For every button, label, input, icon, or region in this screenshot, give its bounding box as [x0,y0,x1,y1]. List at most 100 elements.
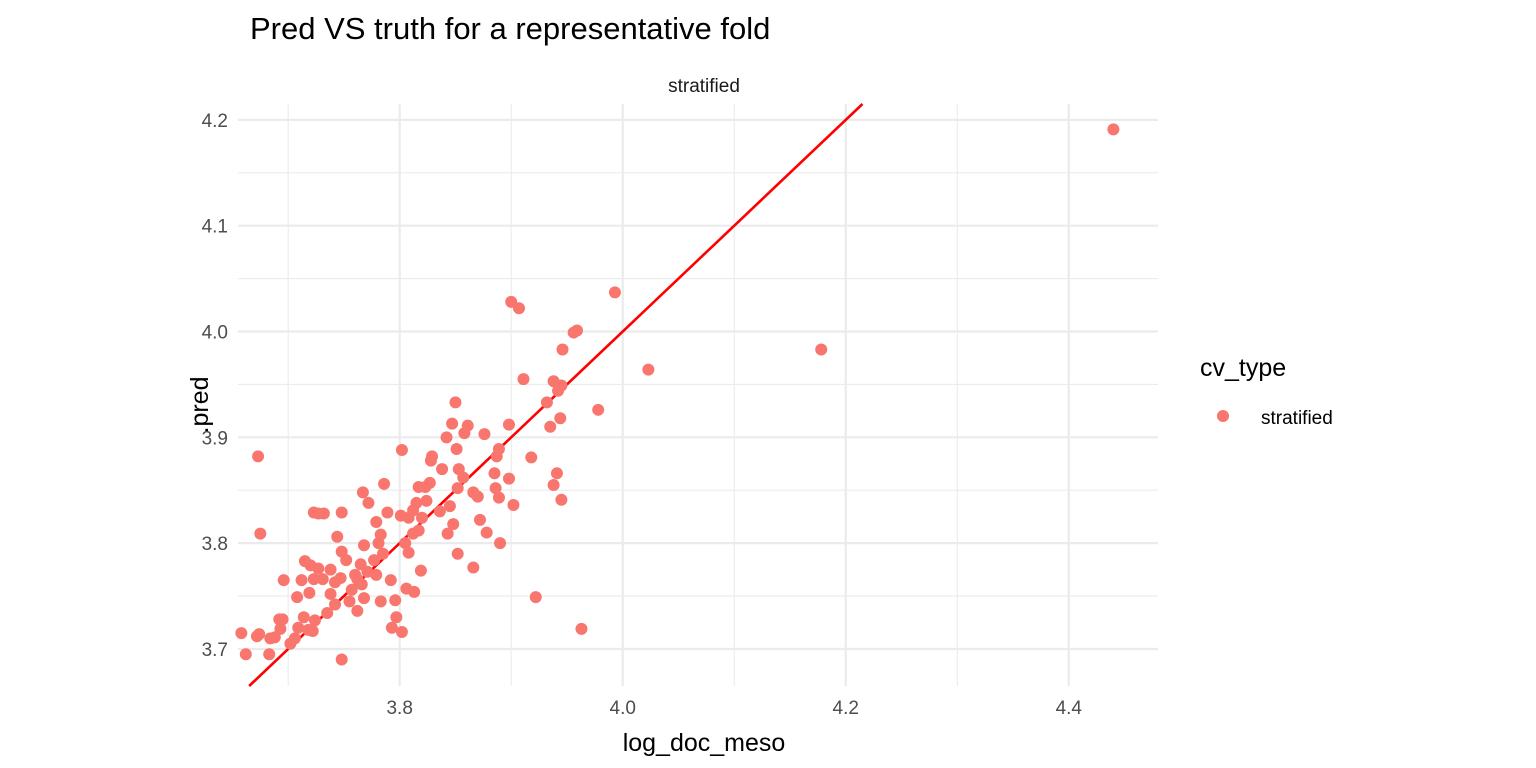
data-point [298,555,311,568]
grid-lines [238,104,1158,686]
data-point [277,574,290,587]
data-point [324,587,337,600]
data-point [381,506,394,519]
legend-key-stratified [1217,410,1229,422]
data-point [567,326,580,339]
data-point [264,632,277,645]
data-point [550,467,563,480]
x-axis-ticks: 3.8 4.0 4.2 4.4 [386,698,1082,719]
data-point [451,482,464,495]
data-point [440,431,453,444]
data-point [552,384,565,397]
data-point [307,573,320,586]
data-point [345,583,358,596]
data-point [451,547,464,560]
data-point [1107,123,1120,136]
facet-strip-label: stratified [668,76,740,97]
data-point [547,478,560,491]
y-tick-label: 3.8 [202,534,228,555]
data-point [274,622,287,635]
data-point [321,606,334,619]
data-point [295,574,308,587]
y-tick-label: 3.7 [202,640,228,661]
data-point [273,613,286,626]
data-point [340,554,353,567]
data-point [575,622,588,635]
data-point [492,491,505,504]
data-point [252,450,265,463]
y-axis-ticks: 3.7 3.8 3.9 4.0 4.1 4.2 [202,111,228,661]
data-point [457,471,470,484]
data-point [376,547,389,560]
x-tick-label: 4.0 [610,698,636,719]
data-point [368,554,381,567]
data-point [235,627,248,640]
data-point [351,604,364,617]
data-point [284,637,297,650]
data-point [329,598,342,611]
data-point [412,481,425,494]
data-point [642,363,655,376]
data-point [505,295,518,308]
data-point [592,403,605,416]
data-point [399,537,412,550]
data-point [372,537,385,550]
data-point [416,511,428,524]
y-tick-label: 4.0 [202,323,228,344]
data-point [507,499,520,512]
data-point [302,623,315,636]
data-point [335,653,348,666]
data-point [254,527,267,540]
data-point [443,500,456,513]
data-point [343,595,356,608]
data-point [374,595,387,608]
data-point [490,450,503,463]
data-point [297,611,310,624]
data-point [384,574,397,587]
data-point [291,591,304,604]
data-point [815,343,828,356]
data-point [478,428,491,441]
data-point [480,526,493,539]
data-points [235,123,1120,666]
data-point [349,568,362,581]
data-point [390,611,403,624]
data-point [356,486,369,499]
data-point [458,427,471,440]
data-point [420,494,433,507]
data-point [467,486,480,499]
data-point [370,515,383,528]
data-point [446,417,459,430]
x-tick-label: 4.4 [1056,698,1083,719]
data-point [395,444,408,457]
data-point [608,286,621,299]
data-point [489,482,502,495]
data-point [316,573,329,586]
data-point [473,513,486,526]
legend: cv_type stratified [1200,354,1333,429]
data-point [555,493,568,506]
data-point [449,396,462,409]
data-point [502,418,515,431]
data-point [556,343,569,356]
data-point [292,621,305,634]
data-point [529,591,542,604]
data-point [324,563,337,576]
data-point [329,576,342,589]
data-point [554,412,567,425]
data-point [358,539,371,552]
data-point [407,527,420,540]
data-point [447,518,460,531]
data-point [307,506,320,519]
data-point [263,648,276,661]
x-tick-label: 4.2 [833,698,859,719]
data-point [436,463,449,476]
data-point [540,396,553,409]
x-axis-title: log_doc_meso [623,729,786,757]
data-point [488,467,501,480]
data-point [494,537,507,550]
data-point [358,592,371,605]
y-tick-label: 4.2 [202,111,228,132]
data-point [395,626,408,639]
